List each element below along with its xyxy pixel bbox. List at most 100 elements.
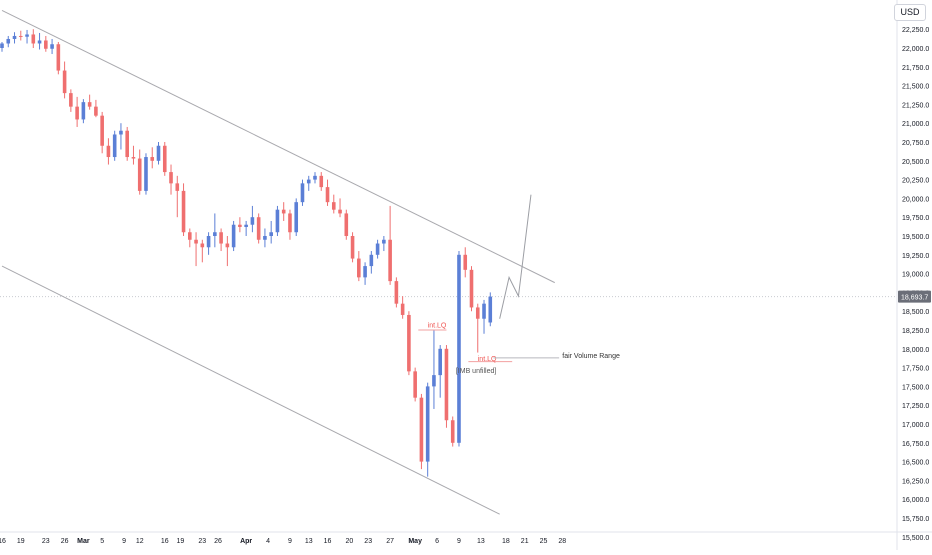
candle (37, 32, 42, 50)
candle (331, 194, 336, 214)
candle-body (156, 145, 161, 161)
candle (112, 130, 117, 161)
candle (438, 345, 442, 398)
price-tick-label: 17,500.0 (902, 384, 929, 391)
time-tick-label: 16 (324, 538, 332, 545)
candle-body (75, 106, 79, 120)
candle (213, 213, 217, 248)
time-tick-label: 16 (0, 538, 6, 545)
candle (188, 228, 192, 248)
price-tick-label: 17,000.0 (902, 422, 929, 429)
price-tick-label: 22,250.0 (902, 27, 929, 34)
time-tick-label: 19 (177, 538, 185, 545)
candle (357, 251, 361, 282)
candle-body (56, 44, 61, 71)
candle (263, 228, 267, 248)
candle-body (69, 93, 73, 107)
last-price-tag: 18,693.7 (898, 290, 931, 303)
price-tick-label: 18,250.0 (902, 328, 929, 335)
candle-body (482, 303, 486, 319)
time-tick-label: 9 (457, 538, 461, 545)
candle-body (62, 70, 67, 94)
candle-body (319, 175, 324, 188)
price-tick-label: 20,750.0 (902, 140, 929, 147)
candle-body (181, 190, 186, 233)
candle-body (369, 254, 374, 267)
candle (119, 123, 123, 150)
candle-body (206, 236, 211, 248)
candle (206, 232, 211, 255)
candle-body (31, 34, 36, 44)
time-tick-label: 13 (477, 538, 485, 545)
candle (463, 247, 468, 278)
time-tick-label: 26 (61, 538, 69, 545)
candle-body (294, 202, 299, 233)
price-tick-label: 18,500.0 (902, 309, 929, 316)
candle (281, 202, 286, 221)
candle (144, 153, 148, 195)
price-tick-label: 16,500.0 (902, 460, 929, 467)
candle (375, 239, 380, 259)
candle (413, 367, 417, 402)
price-tick-label: 15,750.0 (902, 516, 929, 523)
candle (275, 205, 280, 236)
candle (69, 89, 73, 112)
candle (62, 61, 67, 99)
candle (18, 30, 23, 41)
candle-body (475, 307, 480, 319)
candle (25, 29, 29, 44)
price-tick-label: 17,250.0 (902, 403, 929, 410)
candle (319, 172, 324, 191)
candle (244, 220, 248, 236)
candle (250, 205, 255, 233)
candle-body (331, 202, 336, 210)
candle (81, 99, 86, 124)
candle-body (200, 243, 205, 248)
price-tick-label: 16,750.0 (902, 441, 929, 448)
candle-body (457, 254, 461, 443)
time-tick-label: 4 (266, 538, 270, 545)
candle-body (382, 239, 386, 244)
candle-body (438, 348, 442, 376)
candle (75, 96, 79, 127)
candle-body (137, 158, 142, 191)
candle (256, 213, 261, 244)
candle-body (338, 209, 342, 214)
candle (200, 239, 205, 263)
candle (407, 311, 411, 376)
candle-body (25, 34, 29, 37)
candle (450, 416, 455, 447)
candle-body (194, 239, 198, 244)
price-tick-label: 18,000.0 (902, 347, 929, 354)
time-tick-label: 26 (214, 538, 222, 545)
candle (156, 142, 161, 165)
currency-label[interactable]: USD (894, 4, 926, 21)
time-tick-label: 16 (161, 538, 169, 545)
time-tick-label: 23 (42, 538, 50, 545)
candle-body (244, 224, 248, 227)
candle-body (444, 348, 449, 421)
candle-body (469, 269, 474, 308)
time-tick-label: 20 (346, 538, 354, 545)
candle-body (6, 38, 11, 44)
candle (363, 262, 367, 285)
time-tick-label: 27 (386, 538, 394, 545)
candle-body (344, 213, 349, 236)
price-tick-label: 19,500.0 (902, 234, 929, 241)
candle-body (225, 243, 230, 248)
time-tick-label: May (408, 538, 422, 545)
candle-body (419, 397, 424, 462)
candle-body (363, 266, 367, 278)
candle-body (407, 314, 411, 372)
time-tick-label: 19 (17, 538, 25, 545)
candle-body (357, 258, 361, 278)
int-lq-upper-label: int.LQ (428, 323, 447, 330)
candle-body (256, 217, 261, 240)
candle-body (281, 209, 286, 214)
candle-body (432, 375, 436, 387)
candle-body (250, 217, 255, 225)
candle-body (188, 232, 192, 240)
last-price-tag-label: 18,693.7 (901, 295, 928, 302)
